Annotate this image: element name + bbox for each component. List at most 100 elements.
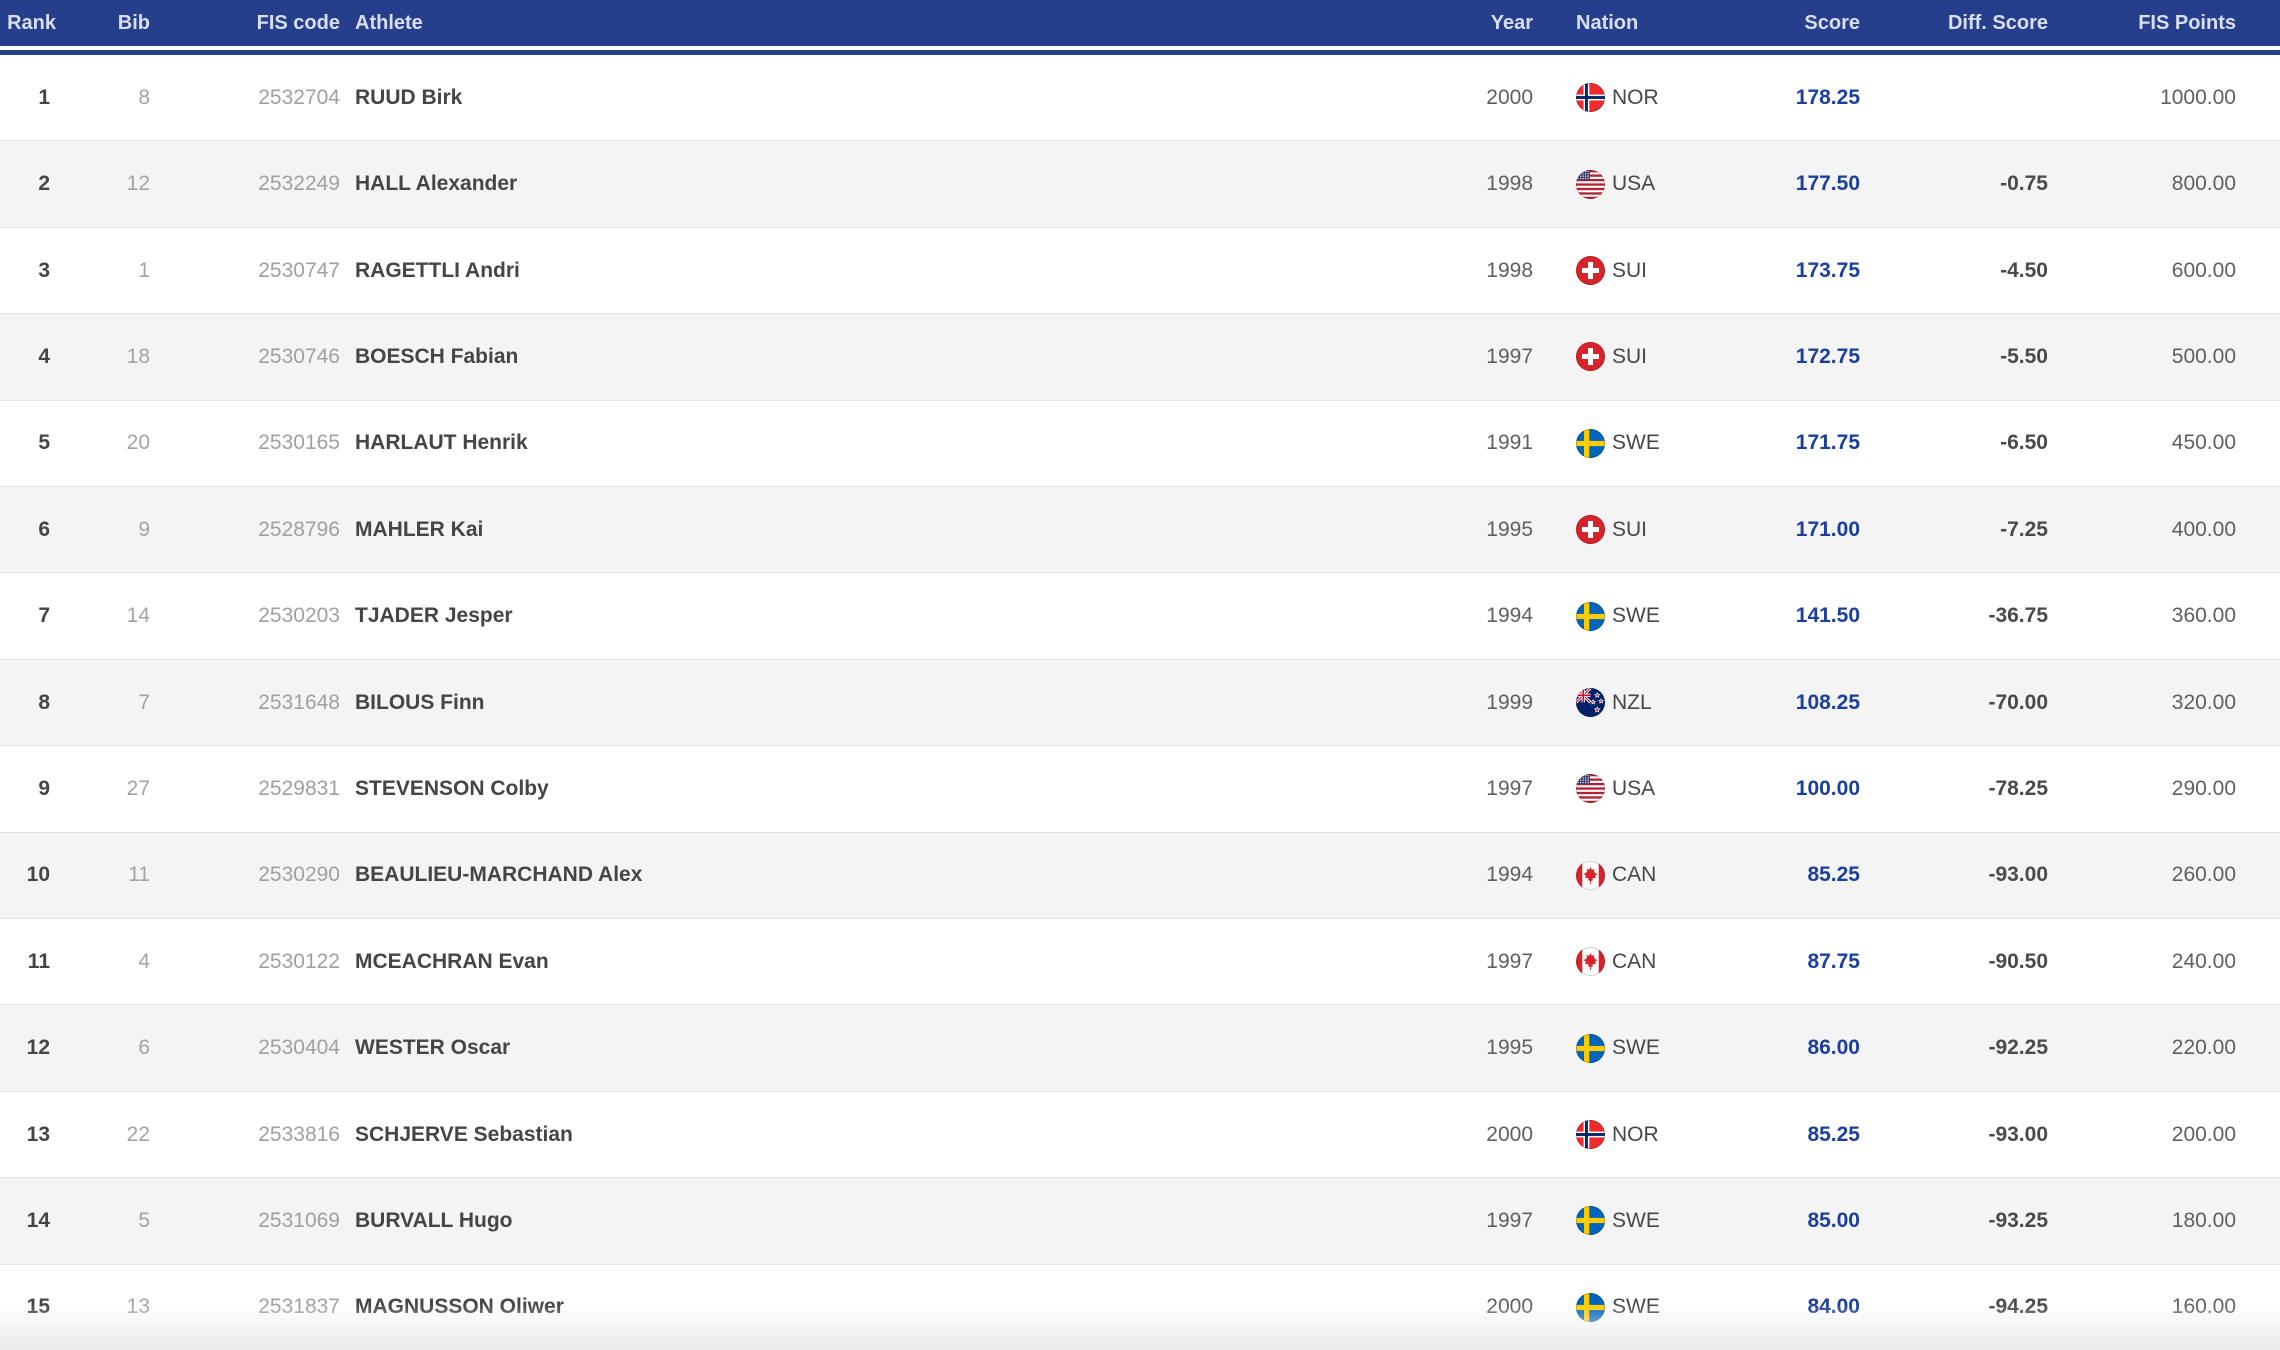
flag-icon-swe [1576, 1206, 1605, 1236]
table-row[interactable]: 14 5 2531069 BURVALL Hugo 1997 SWE 85.00… [0, 1177, 2280, 1264]
column-header-fis-points: FIS Points [2138, 11, 2236, 34]
fis-points-value: 360.00 [2171, 604, 2236, 628]
table-row[interactable]: 2 12 2532249 HALL Alexander 1998 USA 177… [0, 140, 2280, 227]
score-value: 84.00 [1807, 1295, 1860, 1319]
score-value: 85.25 [1807, 1122, 1860, 1146]
athlete-name: MAHLER Kai [355, 517, 484, 541]
score-value: 86.00 [1807, 1036, 1860, 1060]
results-table-body: 1 8 2532704 RUUD Birk 2000 NOR 178.25 10… [0, 55, 2280, 1350]
fis-code-value: 2530404 [258, 1036, 340, 1060]
nation-code: SWE [1612, 1208, 1660, 1232]
score-value: 171.00 [1795, 517, 1860, 541]
score-value: 85.25 [1807, 863, 1860, 887]
athlete-name: SCHJERVE Sebastian [355, 1122, 573, 1146]
score-value: 172.75 [1795, 344, 1860, 368]
flag-icon-nor [1576, 1120, 1605, 1150]
column-header-bib: Bib [117, 11, 150, 34]
bib-value: 12 [126, 172, 150, 196]
table-row[interactable]: 10 11 2530290 BEAULIEU-MARCHAND Alex 199… [0, 831, 2280, 919]
year-value: 1998 [1486, 258, 1533, 282]
rank-value: 6 [38, 517, 50, 541]
year-value: 1995 [1486, 1036, 1533, 1060]
score-value: 171.75 [1795, 431, 1860, 455]
table-row[interactable]: 4 18 2530746 BOESCH Fabian 1997 SUI 172.… [0, 313, 2280, 400]
fis-points-value: 260.00 [2171, 863, 2236, 887]
bib-value: 18 [126, 344, 150, 368]
nation-cell: SUI [1543, 342, 1750, 372]
bib-value: 9 [138, 517, 150, 541]
table-row[interactable]: 3 1 2530747 RAGETTLI Andri 1998 SUI 173.… [0, 226, 2280, 314]
year-value: 1997 [1486, 949, 1533, 973]
fis-points-value: 500.00 [2171, 344, 2236, 368]
table-row[interactable]: 11 4 2530122 MCEACHRAN Evan 1997 CAN 87.… [0, 918, 2280, 1005]
athlete-name: BEAULIEU-MARCHAND Alex [355, 863, 643, 887]
table-row[interactable]: 8 7 2531648 BILOUS Finn 1999 NZL 108.25 … [0, 658, 2280, 746]
bib-value: 22 [126, 1122, 150, 1146]
fis-points-value: 180.00 [2171, 1208, 2236, 1232]
nation-cell: SWE [1543, 1033, 1750, 1063]
fis-code-value: 2528796 [258, 517, 340, 541]
diff-score-value: -90.50 [1988, 949, 2048, 973]
nation-cell: NZL [1543, 688, 1750, 718]
column-header-score: Score [1804, 11, 1860, 34]
flag-icon-swe [1576, 428, 1605, 458]
diff-score-value: -5.50 [2000, 344, 2048, 368]
flag-icon-swe [1576, 1292, 1605, 1322]
nation-code: NOR [1612, 85, 1659, 109]
table-row[interactable]: 12 6 2530404 WESTER Oscar 1995 SWE 86.00… [0, 1004, 2280, 1091]
flag-icon-nor [1576, 83, 1605, 113]
column-header-fis-code: FIS code [256, 11, 340, 34]
rank-value: 1 [38, 85, 50, 109]
flag-icon-usa [1576, 169, 1605, 199]
athlete-name: HALL Alexander [355, 172, 518, 196]
athlete-name: BURVALL Hugo [355, 1208, 513, 1232]
column-header-diff-score: Diff. Score [1947, 11, 2048, 34]
score-value: 141.50 [1795, 604, 1860, 628]
nation-code: SUI [1612, 344, 1648, 368]
table-header-row: Rank Bib FIS code Athlete Year Nation Sc… [0, 0, 2280, 46]
table-row[interactable]: 5 20 2530165 HARLAUT Henrik 1991 SWE 171… [0, 399, 2280, 487]
nation-code: SWE [1612, 1036, 1660, 1060]
score-value: 173.75 [1795, 258, 1860, 282]
score-value: 87.75 [1807, 949, 1860, 973]
diff-score-value: -70.00 [1988, 690, 2048, 714]
fis-code-value: 2531648 [258, 690, 340, 714]
athlete-name: MAGNUSSON Oliwer [355, 1295, 564, 1319]
bib-value: 20 [126, 431, 150, 455]
year-value: 1998 [1486, 172, 1533, 196]
diff-score-value: -4.50 [2000, 258, 2048, 282]
nation-cell: NOR [1543, 83, 1750, 113]
fis-points-value: 200.00 [2171, 1122, 2236, 1146]
year-value: 2000 [1486, 85, 1533, 109]
diff-score-value: -93.25 [1988, 1208, 2048, 1232]
year-value: 1997 [1486, 344, 1533, 368]
athlete-name: MCEACHRAN Evan [355, 949, 549, 973]
table-row[interactable]: 15 13 2531837 MAGNUSSON Oliwer 2000 SWE … [0, 1263, 2280, 1350]
nation-cell: SWE [1543, 1206, 1750, 1236]
nation-code: CAN [1612, 863, 1657, 887]
rank-value: 12 [26, 1036, 50, 1060]
table-row[interactable]: 1 8 2532704 RUUD Birk 2000 NOR 178.25 10… [0, 55, 2280, 141]
rank-value: 5 [38, 431, 50, 455]
nation-cell: SUI [1543, 515, 1750, 545]
nation-code: SWE [1612, 604, 1660, 628]
nation-code: NZL [1612, 690, 1652, 714]
table-row[interactable]: 6 9 2528796 MAHLER Kai 1995 SUI 171.00 -… [0, 486, 2280, 573]
diff-score-value: -6.50 [2000, 431, 2048, 455]
year-value: 1995 [1486, 517, 1533, 541]
diff-score-value: -0.75 [2000, 172, 2048, 196]
table-row[interactable]: 7 14 2530203 TJADER Jesper 1994 SWE 141.… [0, 572, 2280, 659]
nation-code: SWE [1612, 1295, 1660, 1319]
year-value: 2000 [1486, 1122, 1533, 1146]
table-row[interactable]: 13 22 2533816 SCHJERVE Sebastian 2000 NO… [0, 1090, 2280, 1178]
bib-value: 7 [138, 690, 150, 714]
nation-code: NOR [1612, 1122, 1659, 1146]
flag-icon-sui [1576, 256, 1605, 286]
fis-code-value: 2531069 [258, 1208, 340, 1232]
table-row[interactable]: 9 27 2529831 STEVENSON Colby 1997 USA 10… [0, 745, 2280, 832]
nation-code: USA [1612, 776, 1656, 800]
flag-icon-swe [1576, 601, 1605, 631]
fis-code-value: 2530122 [258, 949, 340, 973]
rank-value: 9 [38, 776, 50, 800]
diff-score-value: -36.75 [1988, 604, 2048, 628]
